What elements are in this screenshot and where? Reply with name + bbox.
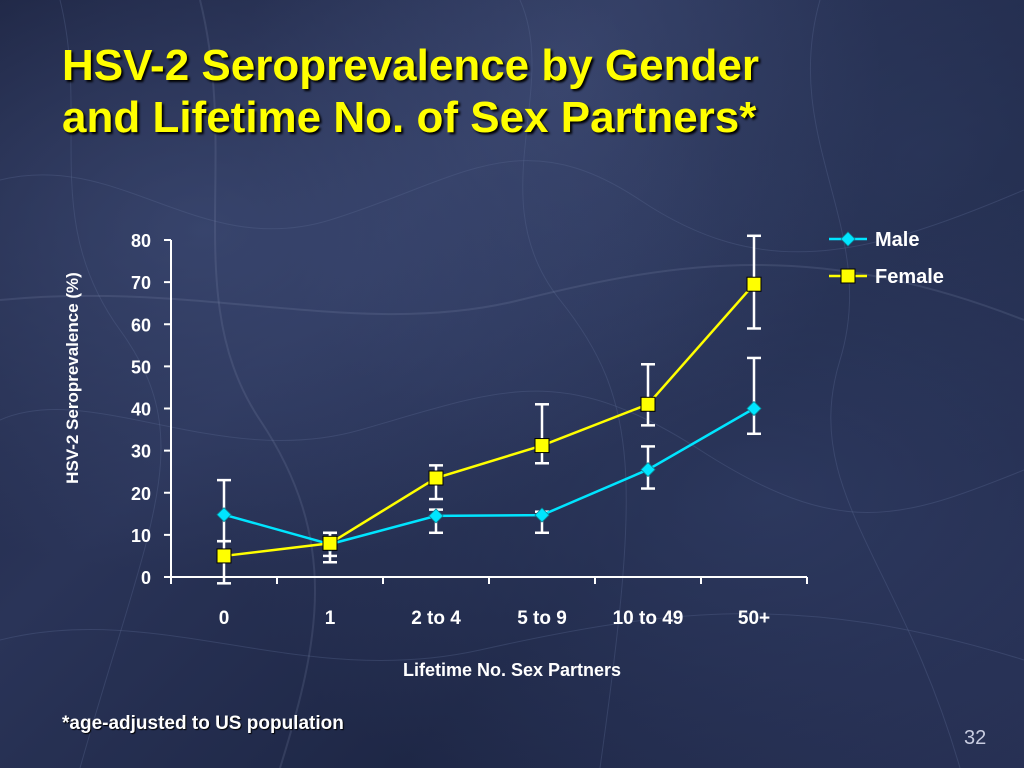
data-point-male <box>747 402 761 416</box>
y-tick-label: 0 <box>141 568 151 588</box>
y-tick-label: 30 <box>131 442 151 462</box>
legend-label-male: Male <box>875 229 919 251</box>
y-axis-label: HSV-2 Seroprevalence (%) <box>63 272 82 484</box>
seroprevalence-chart: 0 10 20 30 40 50 60 70 80 0 1 2 to 4 5 to 9 10 to 49 5… <box>0 0 1024 768</box>
data-point-male <box>535 508 549 522</box>
x-tick-label: 0 <box>219 608 230 629</box>
footnote: *age-adjusted to US population <box>62 713 344 735</box>
x-axis-label: Lifetime No. Sex Partners <box>403 660 621 680</box>
x-tick-label: 1 <box>325 608 336 629</box>
y-tick-label: 10 <box>131 526 151 546</box>
y-tick-label: 70 <box>131 273 151 293</box>
data-point-female <box>641 397 655 411</box>
y-tick-label: 80 <box>131 231 151 251</box>
data-point-female <box>535 439 549 453</box>
x-tick-label: 10 to 49 <box>613 608 684 629</box>
data-point-female <box>323 536 337 550</box>
y-tick-label: 20 <box>131 484 151 504</box>
y-tick-label: 60 <box>131 315 151 335</box>
data-point-male <box>429 509 443 523</box>
data-point-male <box>217 508 231 522</box>
legend-marker-male <box>841 232 855 246</box>
chart-error-bars <box>217 236 761 584</box>
x-tick-label: 5 to 9 <box>517 608 567 629</box>
chart-axes: 0 10 20 30 40 50 60 70 80 0 1 2 to 4 5 to 9 10 to 49 5… <box>131 231 807 629</box>
series-line-male <box>224 409 754 545</box>
data-point-male <box>641 463 655 477</box>
y-tick-label: 40 <box>131 400 151 420</box>
y-tick-label: 50 <box>131 357 151 377</box>
x-tick-label: 2 to 4 <box>411 608 461 629</box>
chart-markers <box>217 277 761 563</box>
x-tick-label: 50+ <box>738 608 770 629</box>
page-number: 32 <box>964 727 986 750</box>
legend-label-female: Female <box>875 266 944 288</box>
data-point-female <box>217 549 231 563</box>
chart-legend: Male Female <box>829 229 944 288</box>
chart-series-lines <box>224 284 754 556</box>
data-point-female <box>429 471 443 485</box>
legend-marker-female <box>841 269 855 283</box>
data-point-female <box>747 277 761 291</box>
